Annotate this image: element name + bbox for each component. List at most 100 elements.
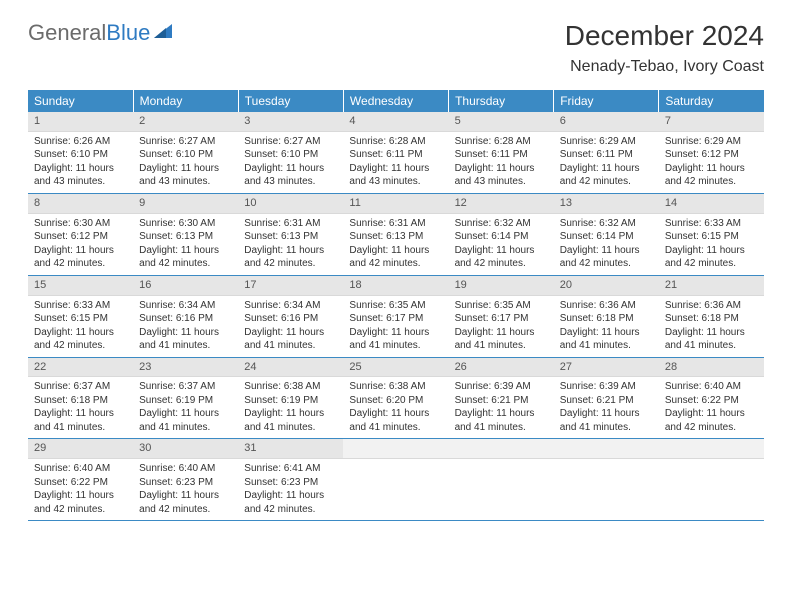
daylight-line: Daylight: 11 hours and 42 minutes. [139,244,232,271]
day-body: Sunrise: 6:32 AMSunset: 6:14 PMDaylight:… [554,214,659,275]
day-body: Sunrise: 6:40 AMSunset: 6:23 PMDaylight:… [133,459,238,520]
calendar-header-row: SundayMondayTuesdayWednesdayThursdayFrid… [28,90,764,112]
daylight-line: Daylight: 11 hours and 43 minutes. [34,162,127,189]
daylight-line: Daylight: 11 hours and 42 minutes. [665,244,758,271]
day-number: 17 [238,276,343,296]
calendar-day-cell: 4Sunrise: 6:28 AMSunset: 6:11 PMDaylight… [343,112,448,193]
weekday-header: Saturday [659,90,764,112]
daylight-line: Daylight: 11 hours and 42 minutes. [244,244,337,271]
sunrise-line: Sunrise: 6:33 AM [34,299,127,313]
sunrise-line: Sunrise: 6:39 AM [560,380,653,394]
day-number: 7 [659,112,764,132]
day-number: 1 [28,112,133,132]
day-body: Sunrise: 6:33 AMSunset: 6:15 PMDaylight:… [28,296,133,357]
day-body: Sunrise: 6:40 AMSunset: 6:22 PMDaylight:… [659,377,764,438]
logo-first: General [28,20,106,46]
day-body: Sunrise: 6:39 AMSunset: 6:21 PMDaylight:… [449,377,554,438]
day-number: 2 [133,112,238,132]
header: GeneralBlue December 2024 Nenady-Tebao, … [28,20,764,76]
calendar-day-cell: 28Sunrise: 6:40 AMSunset: 6:22 PMDayligh… [659,357,764,439]
daylight-line: Daylight: 11 hours and 41 minutes. [665,326,758,353]
weekday-header: Friday [554,90,659,112]
sunrise-line: Sunrise: 6:28 AM [455,135,548,149]
daylight-line: Daylight: 11 hours and 42 minutes. [34,244,127,271]
calendar-day-cell: 1Sunrise: 6:26 AMSunset: 6:10 PMDaylight… [28,112,133,193]
sunrise-line: Sunrise: 6:37 AM [34,380,127,394]
calendar-day-cell: 16Sunrise: 6:34 AMSunset: 6:16 PMDayligh… [133,275,238,357]
daylight-line: Daylight: 11 hours and 43 minutes. [455,162,548,189]
daylight-line: Daylight: 11 hours and 42 minutes. [244,489,337,516]
calendar-day-cell: 20Sunrise: 6:36 AMSunset: 6:18 PMDayligh… [554,275,659,357]
sunset-line: Sunset: 6:18 PM [665,312,758,326]
sunset-line: Sunset: 6:14 PM [560,230,653,244]
sunrise-line: Sunrise: 6:40 AM [139,462,232,476]
sunrise-line: Sunrise: 6:31 AM [349,217,442,231]
daylight-line: Daylight: 11 hours and 42 minutes. [34,489,127,516]
sunset-line: Sunset: 6:19 PM [244,394,337,408]
day-number: 31 [238,439,343,459]
sunrise-line: Sunrise: 6:41 AM [244,462,337,476]
sunset-line: Sunset: 6:22 PM [665,394,758,408]
calendar-week-row: 1Sunrise: 6:26 AMSunset: 6:10 PMDaylight… [28,112,764,193]
daylight-line: Daylight: 11 hours and 42 minutes. [34,326,127,353]
day-number: 21 [659,276,764,296]
day-number: 27 [554,358,659,378]
daylight-line: Daylight: 11 hours and 41 minutes. [139,326,232,353]
day-body: Sunrise: 6:36 AMSunset: 6:18 PMDaylight:… [659,296,764,357]
calendar-week-row: 8Sunrise: 6:30 AMSunset: 6:12 PMDaylight… [28,193,764,275]
daylight-line: Daylight: 11 hours and 41 minutes. [560,407,653,434]
sunrise-line: Sunrise: 6:31 AM [244,217,337,231]
daylight-line: Daylight: 11 hours and 41 minutes. [139,407,232,434]
empty-day [343,439,448,459]
weekday-header: Monday [133,90,238,112]
calendar-day-cell: 25Sunrise: 6:38 AMSunset: 6:20 PMDayligh… [343,357,448,439]
daylight-line: Daylight: 11 hours and 41 minutes. [349,326,442,353]
sunset-line: Sunset: 6:11 PM [560,148,653,162]
day-number: 25 [343,358,448,378]
calendar-day-cell: 11Sunrise: 6:31 AMSunset: 6:13 PMDayligh… [343,193,448,275]
day-body: Sunrise: 6:31 AMSunset: 6:13 PMDaylight:… [343,214,448,275]
day-body: Sunrise: 6:38 AMSunset: 6:20 PMDaylight:… [343,377,448,438]
sunrise-line: Sunrise: 6:35 AM [349,299,442,313]
daylight-line: Daylight: 11 hours and 41 minutes. [455,326,548,353]
calendar-day-cell: 9Sunrise: 6:30 AMSunset: 6:13 PMDaylight… [133,193,238,275]
sunset-line: Sunset: 6:21 PM [560,394,653,408]
sunset-line: Sunset: 6:17 PM [349,312,442,326]
sunset-line: Sunset: 6:13 PM [139,230,232,244]
weekday-header: Sunday [28,90,133,112]
weekday-header: Thursday [449,90,554,112]
calendar-day-cell: 3Sunrise: 6:27 AMSunset: 6:10 PMDaylight… [238,112,343,193]
daylight-line: Daylight: 11 hours and 42 minutes. [349,244,442,271]
daylight-line: Daylight: 11 hours and 42 minutes. [665,162,758,189]
sunrise-line: Sunrise: 6:29 AM [665,135,758,149]
sunset-line: Sunset: 6:17 PM [455,312,548,326]
day-body: Sunrise: 6:34 AMSunset: 6:16 PMDaylight:… [238,296,343,357]
day-number: 3 [238,112,343,132]
weekday-header: Wednesday [343,90,448,112]
sunrise-line: Sunrise: 6:34 AM [244,299,337,313]
day-number: 22 [28,358,133,378]
day-number: 15 [28,276,133,296]
sunrise-line: Sunrise: 6:40 AM [665,380,758,394]
calendar-day-cell: 18Sunrise: 6:35 AMSunset: 6:17 PMDayligh… [343,275,448,357]
sunset-line: Sunset: 6:18 PM [560,312,653,326]
calendar-day-cell [343,439,448,521]
daylight-line: Daylight: 11 hours and 42 minutes. [665,407,758,434]
sunrise-line: Sunrise: 6:26 AM [34,135,127,149]
day-number: 23 [133,358,238,378]
daylight-line: Daylight: 11 hours and 43 minutes. [139,162,232,189]
day-body: Sunrise: 6:26 AMSunset: 6:10 PMDaylight:… [28,132,133,193]
day-body: Sunrise: 6:29 AMSunset: 6:12 PMDaylight:… [659,132,764,193]
sunset-line: Sunset: 6:23 PM [244,476,337,490]
day-number: 18 [343,276,448,296]
calendar-day-cell: 12Sunrise: 6:32 AMSunset: 6:14 PMDayligh… [449,193,554,275]
daylight-line: Daylight: 11 hours and 41 minutes. [244,326,337,353]
calendar-day-cell: 21Sunrise: 6:36 AMSunset: 6:18 PMDayligh… [659,275,764,357]
day-body: Sunrise: 6:34 AMSunset: 6:16 PMDaylight:… [133,296,238,357]
sunrise-line: Sunrise: 6:28 AM [349,135,442,149]
sunset-line: Sunset: 6:11 PM [455,148,548,162]
daylight-line: Daylight: 11 hours and 41 minutes. [244,407,337,434]
day-number: 10 [238,194,343,214]
day-body: Sunrise: 6:35 AMSunset: 6:17 PMDaylight:… [343,296,448,357]
day-body: Sunrise: 6:27 AMSunset: 6:10 PMDaylight:… [133,132,238,193]
